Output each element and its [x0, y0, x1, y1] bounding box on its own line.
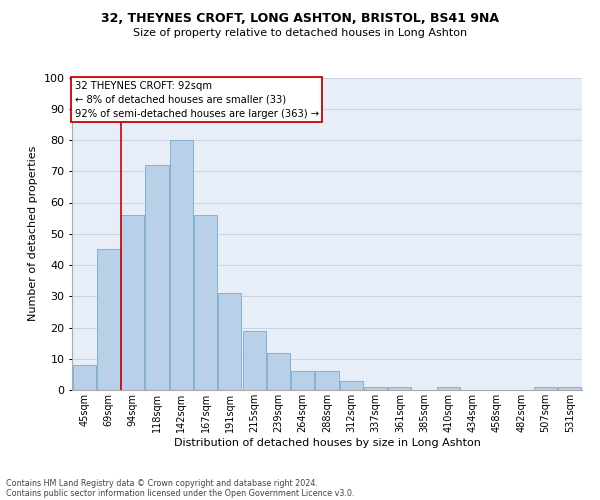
Bar — [340, 380, 363, 390]
Text: Contains HM Land Registry data © Crown copyright and database right 2024.: Contains HM Land Registry data © Crown c… — [6, 478, 318, 488]
Text: Size of property relative to detached houses in Long Ashton: Size of property relative to detached ho… — [133, 28, 467, 38]
Text: 32, THEYNES CROFT, LONG ASHTON, BRISTOL, BS41 9NA: 32, THEYNES CROFT, LONG ASHTON, BRISTOL,… — [101, 12, 499, 26]
Bar — [170, 140, 193, 390]
Bar — [364, 387, 387, 390]
Bar — [73, 365, 95, 390]
Text: Contains public sector information licensed under the Open Government Licence v3: Contains public sector information licen… — [6, 488, 355, 498]
Bar — [267, 352, 290, 390]
Bar — [242, 330, 266, 390]
Bar — [559, 387, 581, 390]
X-axis label: Distribution of detached houses by size in Long Ashton: Distribution of detached houses by size … — [173, 438, 481, 448]
Bar — [437, 387, 460, 390]
Bar — [534, 387, 557, 390]
Bar — [194, 215, 217, 390]
Text: 32 THEYNES CROFT: 92sqm
← 8% of detached houses are smaller (33)
92% of semi-det: 32 THEYNES CROFT: 92sqm ← 8% of detached… — [74, 80, 319, 118]
Bar — [291, 371, 314, 390]
Y-axis label: Number of detached properties: Number of detached properties — [28, 146, 38, 322]
Bar — [97, 250, 120, 390]
Bar — [316, 371, 338, 390]
Bar — [388, 387, 412, 390]
Bar — [121, 215, 144, 390]
Bar — [218, 293, 241, 390]
Bar — [145, 165, 169, 390]
